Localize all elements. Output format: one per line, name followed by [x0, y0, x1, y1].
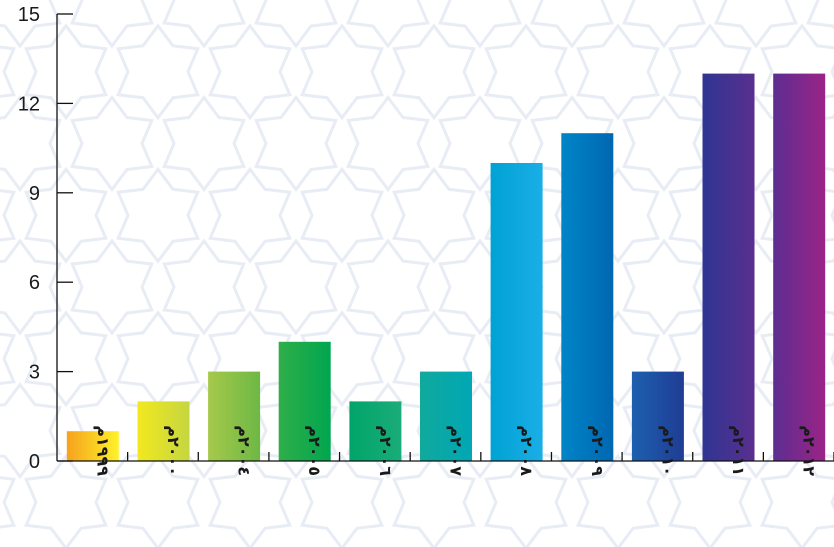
pattern-star	[300, 310, 384, 408]
pattern-star	[622, 0, 706, 49]
pattern-star	[346, 238, 430, 336]
pattern-star	[484, 453, 568, 547]
x-axis-ticks: ١٩٩٩م ٢٠٠٠م ٢٠٠٤م ٢٠٠٥م ٢٠٠٦م ٢٠٠٧م ٢٠٠٨م ٢٠٠٩م…	[93, 425, 834, 476]
x-tick-label: ٢٠٠٠م	[164, 425, 183, 476]
pattern-star	[300, 166, 384, 264]
pattern-star	[484, 23, 568, 121]
pattern-star	[0, 189, 16, 242]
pattern-star	[0, 476, 16, 529]
axes-layer	[56, 14, 834, 462]
pattern-star	[300, 23, 384, 121]
x-tick-label: ٢٠٠٥م	[305, 425, 324, 476]
bars-layer	[66, 73, 826, 461]
x-tick-label: ٢٠٠٤م	[235, 425, 254, 476]
pattern-star	[438, 95, 522, 192]
pattern-star	[162, 95, 246, 192]
bar-6	[490, 163, 543, 461]
pattern-star	[254, 95, 338, 192]
y-tick-label: 15	[18, 4, 40, 26]
pattern-star	[530, 0, 614, 49]
x-tick-label: ٢٠٠٩م	[588, 425, 607, 476]
bar-8	[631, 371, 684, 461]
pattern-star	[300, 453, 384, 547]
bar-4	[349, 401, 402, 461]
pattern-star	[0, 45, 16, 98]
pattern-star	[24, 23, 108, 121]
pattern-star	[576, 453, 660, 547]
pattern-star	[392, 23, 476, 121]
pattern-star	[208, 453, 292, 547]
y-tick-label: 6	[29, 272, 40, 294]
pattern-star	[254, 0, 338, 49]
pattern-star	[208, 166, 292, 264]
x-tick-label: ١٩٩٩م	[93, 425, 112, 476]
pattern-star	[576, 23, 660, 121]
pattern-star	[622, 95, 706, 192]
y-tick-label: 0	[29, 451, 40, 473]
x-tick-label: ٢٠١٠م	[658, 425, 677, 476]
pattern-star	[392, 166, 476, 264]
bar-9	[702, 73, 755, 461]
pattern-star	[162, 238, 246, 336]
bar-10	[773, 73, 826, 461]
y-axis-ticks: 0 3 6 9 12 15	[18, 4, 73, 473]
pattern-star	[24, 166, 108, 264]
pattern-star	[70, 0, 154, 49]
pattern-star	[116, 453, 200, 547]
pattern-star	[116, 310, 200, 408]
bar-7	[561, 133, 614, 461]
pattern-star	[116, 166, 200, 264]
pattern-star	[0, 95, 62, 192]
x-tick-label: ٢٠١١م	[729, 425, 748, 476]
pattern-star	[0, 0, 62, 49]
y-tick-label: 12	[18, 93, 40, 115]
bar-5	[420, 371, 472, 461]
y-tick-label: 9	[29, 183, 40, 205]
x-tick-label: ٢٠٠٨م	[517, 425, 536, 476]
bar-2	[208, 371, 261, 461]
pattern-star	[622, 238, 706, 336]
pattern-star	[392, 453, 476, 547]
x-tick-label: ٢٠١٢م	[800, 425, 819, 476]
pattern-star	[668, 453, 752, 547]
bar-1	[137, 401, 190, 461]
pattern-star	[70, 238, 154, 336]
pattern-star	[346, 0, 430, 49]
pattern-star	[0, 382, 62, 480]
pattern-star	[24, 310, 108, 408]
pattern-star	[714, 0, 798, 49]
pattern-star	[162, 0, 246, 49]
bar-0	[66, 431, 119, 461]
pattern-star	[116, 23, 200, 121]
pattern-star	[0, 332, 16, 385]
pattern-star	[346, 95, 430, 192]
pattern-star	[0, 238, 62, 336]
pattern-star	[254, 238, 338, 336]
x-tick-label: ٢٠٠٧م	[447, 425, 466, 476]
pattern-star	[208, 23, 292, 121]
pattern-star	[438, 0, 522, 49]
pattern-star	[760, 453, 834, 547]
pattern-star	[70, 95, 154, 192]
y-tick-label: 3	[29, 362, 40, 384]
bar-3	[278, 341, 331, 461]
x-tick-label: ٢٠٠٦م	[376, 425, 395, 476]
pattern-star	[24, 453, 108, 547]
